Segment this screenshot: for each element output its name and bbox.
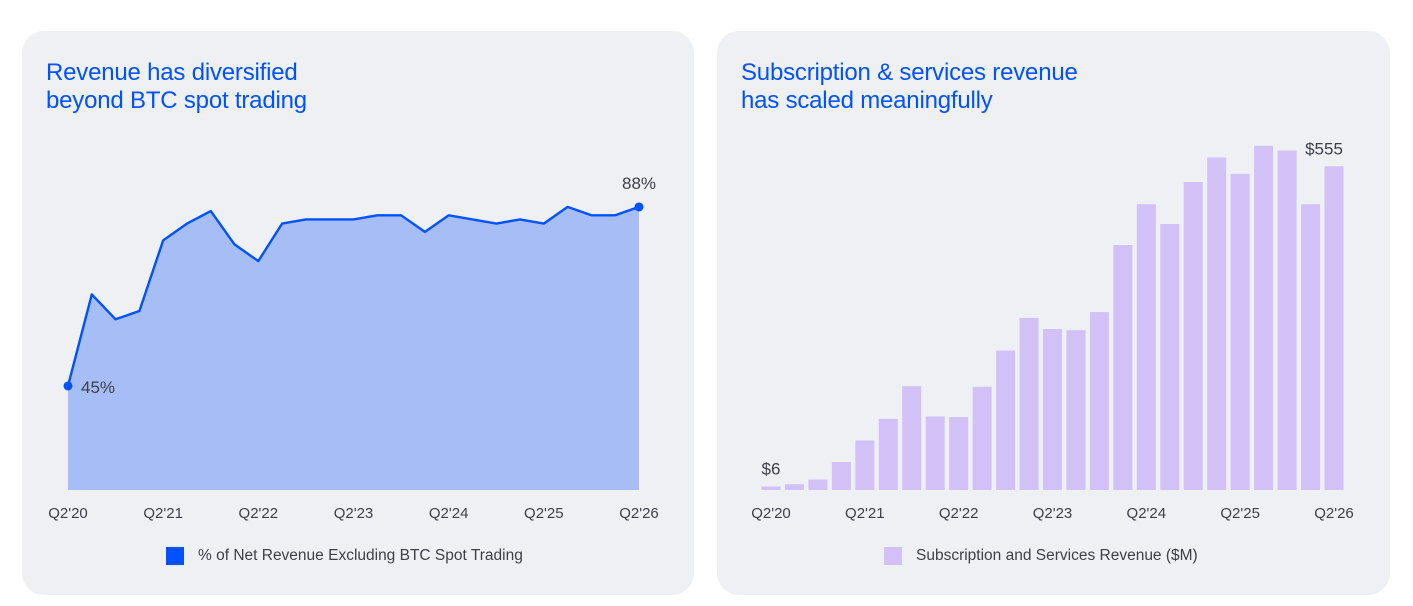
bar: [1207, 157, 1227, 490]
bar: [925, 416, 945, 490]
bar: [902, 386, 922, 490]
bar: [831, 462, 851, 490]
end-value-label: $555: [1305, 139, 1343, 158]
area-fill: [68, 206, 639, 490]
right-card-title: Subscription & services revenue has scal…: [741, 59, 1078, 115]
left-card-title: Revenue has diversified beyond BTC spot …: [46, 59, 307, 115]
left-title-line-1: Revenue has diversified: [46, 59, 298, 86]
x-tick-label: Q2'25: [1220, 505, 1260, 522]
right-title-line-2: has scaled meaningfully: [741, 87, 993, 114]
bar: [1324, 166, 1344, 490]
bar: [1230, 173, 1250, 491]
bar: [1019, 317, 1039, 490]
bar: [761, 486, 781, 490]
bar: [1113, 245, 1133, 490]
x-tick-label: Q2'22: [239, 505, 279, 522]
data-point: [634, 202, 644, 212]
x-tick-label: Q2'21: [143, 505, 183, 522]
bar: [784, 484, 804, 490]
revenue-diversification-card: Revenue has diversified beyond BTC spot …: [22, 31, 694, 595]
net-revenue-area-chart: 45% 88% Q2'20 Q2'21 Q2'22 Q2'23 Q2'24 Q2'25 Q2'2…: [48, 174, 659, 522]
x-tick-label: Q2'24: [1127, 505, 1167, 522]
left-title-line-2: beyond BTC spot trading: [46, 87, 307, 114]
x-tick-label: Q2'23: [1033, 505, 1073, 522]
right-title-line-1: Subscription & services revenue: [741, 59, 1078, 86]
right-legend-label: Subscription and Services Revenue ($M): [916, 547, 1198, 564]
x-tick-label: Q2'24: [429, 505, 469, 522]
x-tick-label: Q2'26: [619, 505, 659, 522]
x-tick-label: Q2'26: [1314, 505, 1354, 522]
bar: [808, 479, 828, 490]
x-tick-label: Q2'25: [524, 505, 564, 522]
start-value-label: $6: [762, 460, 781, 479]
bar: [972, 386, 992, 490]
bar: [1160, 224, 1180, 490]
x-tick-label: Q2'20: [48, 505, 88, 522]
left-legend: % of Net Revenue Excluding BTC Spot Trad…: [166, 547, 523, 565]
start-value-label: 45%: [81, 378, 115, 397]
bar: [1043, 329, 1062, 490]
data-point: [63, 381, 73, 391]
x-tick-label: Q2'23: [334, 505, 374, 522]
bar: [1301, 204, 1321, 490]
bar: [996, 350, 1016, 490]
x-tick-label: Q2'21: [845, 505, 885, 522]
bar: [1277, 150, 1297, 490]
right-legend: Subscription and Services Revenue ($M): [884, 547, 1198, 565]
bar: [855, 440, 875, 490]
bar: [1183, 182, 1203, 490]
bar: [878, 418, 898, 490]
bar: [1136, 204, 1156, 490]
x-tick-label: Q2'20: [751, 505, 791, 522]
subscription-services-card: Subscription & services revenue has scal…: [717, 31, 1390, 595]
bar: [1066, 330, 1086, 490]
left-legend-swatch: [166, 547, 184, 565]
end-value-label: 88%: [622, 174, 656, 193]
x-tick-label: Q2'22: [939, 505, 979, 522]
series-line: [66, 205, 640, 387]
subscription-revenue-bar-chart: $6 $555 Q2'20 Q2'21 Q2'22 Q2'23 Q2'24 Q2'25 Q2'2…: [751, 139, 1354, 522]
right-legend-swatch: [884, 547, 902, 565]
bar: [949, 417, 969, 490]
bar: [1089, 312, 1109, 490]
left-legend-label: % of Net Revenue Excluding BTC Spot Trad…: [198, 547, 523, 564]
bar: [1254, 145, 1274, 490]
